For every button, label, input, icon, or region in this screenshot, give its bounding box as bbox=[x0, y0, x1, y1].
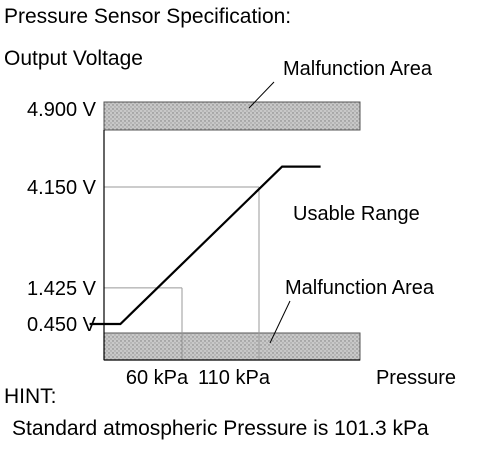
malfunction-band-lower bbox=[103, 332, 361, 361]
y-tick-label-2: 4.150 V bbox=[27, 177, 97, 199]
leader-upper bbox=[248, 81, 275, 109]
annotation-usable-range: Usable Range bbox=[293, 203, 420, 225]
x-tick-label-1: 110 kPa bbox=[198, 367, 271, 389]
series-line bbox=[89, 165, 321, 326]
x-tick-label-0: 60 kPa bbox=[126, 367, 189, 389]
hint-label: HINT: bbox=[4, 385, 57, 408]
y-axis-title: Output Voltage bbox=[4, 47, 143, 70]
annotation-lower-malfunction: Malfunction Area bbox=[285, 277, 435, 299]
annotation-upper-malfunction: Malfunction Area bbox=[283, 58, 433, 80]
hint-text: Standard atmospheric Pressure is 101.3 k… bbox=[12, 417, 429, 440]
leader-lower bbox=[269, 300, 291, 344]
page-title: Pressure Sensor Specification: bbox=[4, 5, 292, 28]
x-axis-title: Pressure bbox=[376, 367, 456, 389]
y-tick-label-1: 1.425 V bbox=[27, 278, 97, 300]
y-tick-label-0: 0.450 V bbox=[27, 314, 97, 336]
pressure-voltage-chart: 0.450 V 1.425 V 4.150 V 4.900 V 60 kPa 110 kP… bbox=[27, 58, 456, 389]
y-tick-label-3: 4.900 V bbox=[27, 99, 97, 121]
malfunction-band-upper bbox=[103, 101, 361, 131]
